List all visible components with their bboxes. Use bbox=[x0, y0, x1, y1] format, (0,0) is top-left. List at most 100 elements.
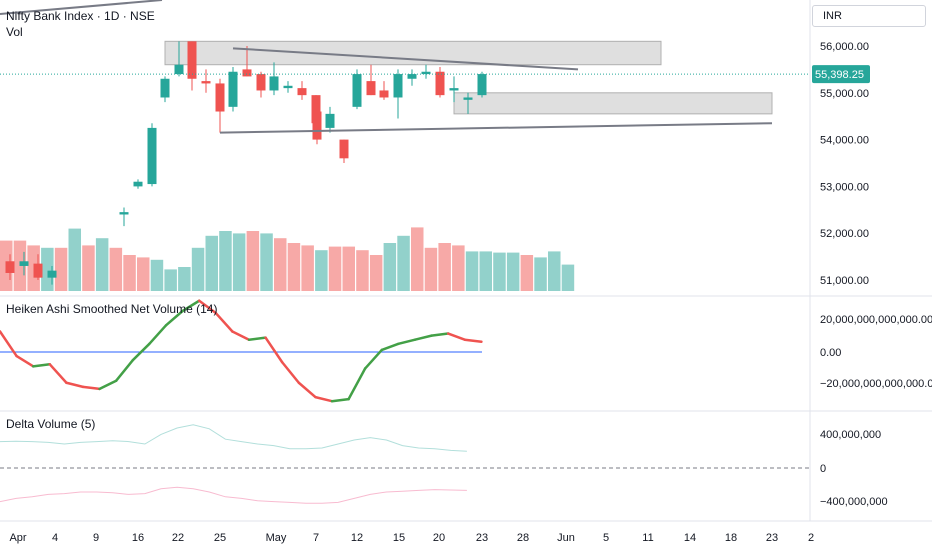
volume-bar bbox=[41, 247, 54, 291]
delta-tick-label: 0 bbox=[820, 463, 826, 475]
volume-bar bbox=[68, 228, 81, 291]
volume-bar bbox=[109, 247, 123, 291]
hasn-line-segment bbox=[114, 358, 135, 382]
time-tick-label: 2 bbox=[808, 532, 814, 544]
candle-body[interactable] bbox=[5, 261, 15, 273]
trendline[interactable] bbox=[232, 47, 579, 71]
candle-body[interactable] bbox=[174, 64, 184, 75]
hasn-line-segment bbox=[446, 332, 467, 341]
hasn-tick-label: 20,000,000,000,000.00 bbox=[820, 314, 932, 326]
hasn-line-segment bbox=[247, 336, 267, 341]
volume-bar bbox=[301, 245, 314, 291]
time-tick-label: 5 bbox=[603, 532, 609, 544]
volume-bar bbox=[54, 247, 68, 291]
candle-body[interactable] bbox=[352, 74, 362, 107]
time-tick-label: 28 bbox=[517, 532, 529, 544]
candle-body[interactable] bbox=[325, 113, 335, 128]
candle-body[interactable] bbox=[407, 74, 417, 79]
hasn-line-segment bbox=[15, 354, 35, 368]
price-tick-label: 53,000.00 bbox=[820, 181, 869, 193]
volume-bar bbox=[465, 251, 479, 291]
trendline[interactable] bbox=[0, 0, 163, 15]
hasn-line-segment bbox=[48, 363, 68, 384]
candle-body[interactable] bbox=[187, 41, 197, 79]
hasn-line-segment bbox=[280, 361, 301, 384]
volume-bar bbox=[383, 243, 397, 291]
hasn-line-segment bbox=[164, 309, 184, 327]
candle-body[interactable] bbox=[160, 78, 170, 98]
time-tick-label: 4 bbox=[52, 532, 58, 544]
time-tick-label: 11 bbox=[642, 532, 653, 544]
candle-body[interactable] bbox=[201, 81, 211, 84]
time-tick-label: Apr bbox=[9, 532, 26, 544]
hasn-line-segment bbox=[397, 338, 417, 346]
volume-bar bbox=[452, 245, 465, 291]
candle-body[interactable] bbox=[477, 74, 487, 96]
delta-pane-title[interactable]: Delta Volume (5) bbox=[6, 417, 96, 431]
candle-body[interactable] bbox=[449, 88, 459, 91]
volume-bar bbox=[506, 252, 520, 291]
candle-body[interactable] bbox=[339, 139, 349, 159]
supply-demand-zone[interactable] bbox=[453, 92, 773, 115]
hasn-line-segment bbox=[430, 332, 450, 337]
volume-bar bbox=[287, 243, 301, 291]
last-price-label-bg bbox=[812, 65, 870, 84]
candle-body[interactable] bbox=[147, 127, 157, 185]
volume-bar bbox=[424, 247, 438, 291]
candle-body[interactable] bbox=[283, 85, 293, 89]
volume-bar bbox=[164, 269, 177, 291]
time-tick-label: 25 bbox=[214, 532, 226, 544]
candle-body[interactable] bbox=[19, 261, 29, 266]
candle-body[interactable] bbox=[393, 74, 403, 98]
candle-body[interactable] bbox=[133, 181, 143, 187]
delta-series-line bbox=[0, 424, 467, 452]
candle-body[interactable] bbox=[311, 95, 321, 124]
symbol-title[interactable]: Nifty Bank Index · 1D · NSE bbox=[6, 9, 155, 23]
time-tick-label: Jun bbox=[557, 532, 575, 544]
delta-tick-label: −400,000,000 bbox=[820, 496, 888, 508]
hasn-line-segment bbox=[463, 338, 483, 343]
candle-body[interactable] bbox=[119, 212, 129, 215]
price-tick-label: 52,000.00 bbox=[820, 228, 869, 240]
candle-body[interactable] bbox=[256, 74, 266, 91]
candle-body[interactable] bbox=[421, 71, 431, 75]
hasn-tick-label: 0.00 bbox=[820, 347, 841, 359]
candle-body[interactable] bbox=[47, 270, 57, 278]
time-tick-label: 14 bbox=[684, 532, 696, 544]
volume-bar bbox=[82, 245, 95, 291]
candle-body[interactable] bbox=[33, 263, 43, 278]
volume-bar bbox=[356, 250, 369, 291]
candle-body[interactable] bbox=[463, 97, 473, 100]
candle-body[interactable] bbox=[215, 83, 225, 112]
time-tick-label: 15 bbox=[393, 532, 405, 544]
candle-body[interactable] bbox=[379, 90, 389, 98]
hasn-line-segment bbox=[65, 381, 85, 389]
hasn-line-segment bbox=[181, 299, 201, 313]
hasn-pane-title[interactable]: Heiken Ashi Smoothed Net Volume (14) bbox=[6, 302, 218, 316]
candle-body[interactable] bbox=[312, 111, 322, 140]
hasn-line-segment bbox=[347, 367, 367, 401]
hasn-line-segment bbox=[131, 342, 151, 362]
candle-body[interactable] bbox=[242, 69, 252, 77]
candle-body[interactable] bbox=[269, 76, 279, 91]
volume-bar bbox=[548, 251, 561, 291]
last-price-label: 55,398.25 bbox=[815, 69, 864, 81]
volume-bar bbox=[534, 257, 547, 291]
trendline[interactable] bbox=[219, 122, 773, 134]
hasn-line-segment bbox=[231, 330, 251, 341]
delta-series-line bbox=[0, 486, 467, 504]
volume-bar bbox=[137, 257, 150, 291]
volume-bar bbox=[191, 247, 205, 291]
candle-body[interactable] bbox=[297, 88, 307, 96]
candle-body[interactable] bbox=[366, 81, 376, 96]
volume-bar bbox=[232, 233, 246, 291]
candle-body[interactable] bbox=[435, 71, 445, 96]
candle-body[interactable] bbox=[228, 71, 238, 107]
volume-bar bbox=[328, 246, 342, 291]
volume-bar bbox=[260, 233, 273, 291]
hasn-line-segment bbox=[380, 342, 400, 352]
hasn-line-segment bbox=[413, 334, 433, 341]
currency-button[interactable]: INR bbox=[812, 5, 926, 27]
supply-demand-zone[interactable] bbox=[164, 40, 662, 66]
